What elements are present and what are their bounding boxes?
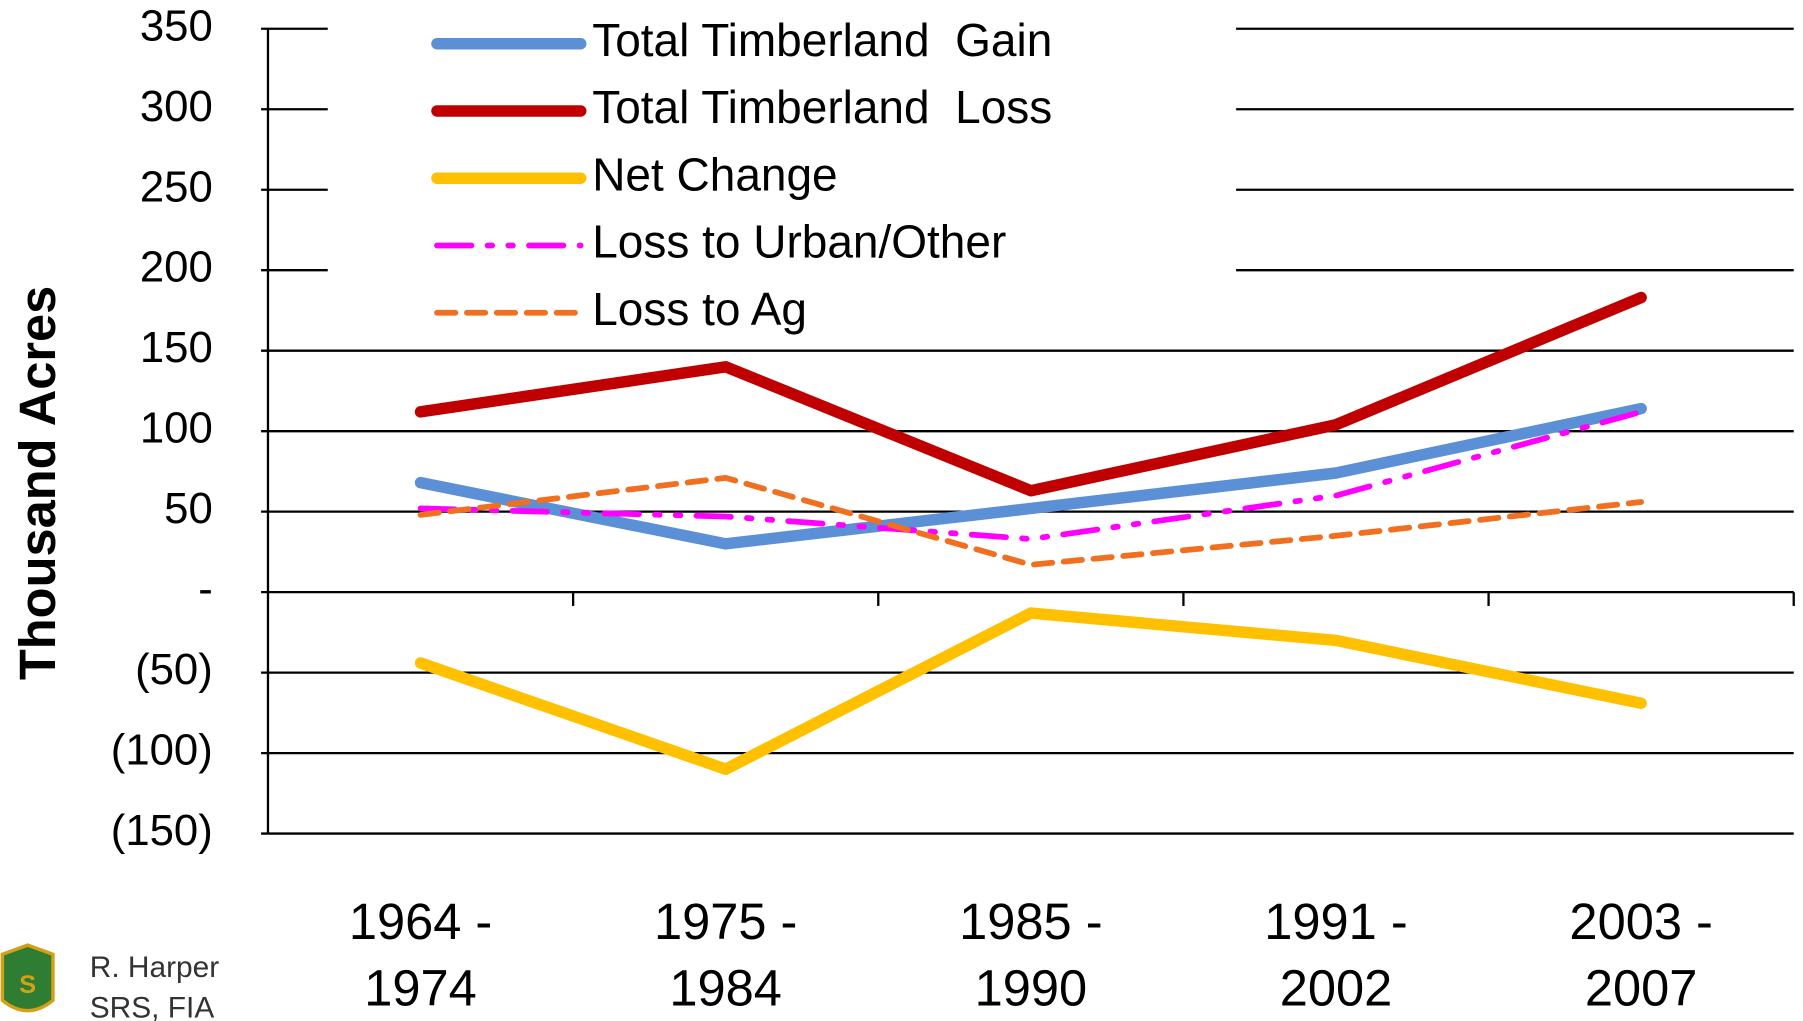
- legend-label: Loss to Urban/Other: [592, 216, 1006, 268]
- svg-text:S: S: [19, 971, 36, 999]
- y-tick-label: 100: [140, 404, 213, 453]
- credit: SRS, FIA: [90, 991, 215, 1021]
- series-line: [417, 474, 1645, 568]
- y-tick-label: (50): [135, 645, 213, 694]
- legend-label: Net Change: [592, 148, 837, 200]
- x-tick-label: 1991 -: [1264, 893, 1407, 950]
- y-tick-label: 300: [140, 82, 213, 131]
- logo: S: [0, 943, 55, 1013]
- credit: R. Harper: [90, 951, 220, 984]
- y-tick-label: 350: [140, 1, 213, 50]
- y-tick-label: (150): [111, 806, 213, 855]
- y-tick-label: 50: [164, 484, 213, 533]
- y-tick-label: 150: [140, 323, 213, 372]
- x-tick-label: 1975 -: [654, 893, 797, 950]
- series-line: [417, 408, 1645, 542]
- legend-label: Loss to Ag: [592, 283, 807, 335]
- series-line: [414, 291, 1647, 497]
- x-tick-label: 1974: [364, 960, 477, 1017]
- x-tick-label: 2007: [1585, 960, 1698, 1017]
- y-tick-label: -: [198, 565, 213, 614]
- x-tick-label: 2003 -: [1569, 893, 1712, 950]
- x-tick-label: 1964 -: [349, 893, 492, 950]
- x-tick-label: 1990: [975, 960, 1088, 1017]
- y-tick-label: 200: [140, 243, 213, 292]
- x-tick-label: 1984: [669, 960, 782, 1017]
- legend-label: Total Timberland Gain: [592, 14, 1052, 66]
- series-line: [414, 402, 1647, 550]
- legend-label: Total Timberland Loss: [592, 81, 1052, 133]
- x-tick-label: 2002: [1280, 960, 1393, 1017]
- y-tick-label: (100): [111, 726, 213, 775]
- y-tick-label: 250: [140, 162, 213, 211]
- x-tick-label: 1985 -: [959, 893, 1102, 950]
- series-line: [414, 607, 1647, 775]
- y-axis-label: Thousand Acres: [9, 286, 66, 680]
